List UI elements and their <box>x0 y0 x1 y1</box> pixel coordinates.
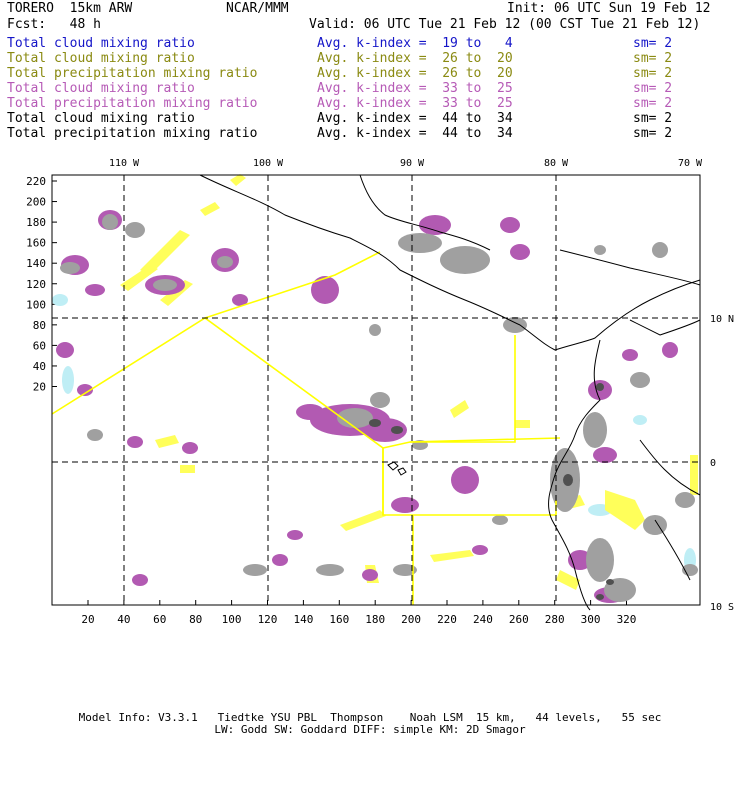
legend-kindex: Avg. k-index = 19 to 4 <box>317 36 513 51</box>
y-tick-label: 20 <box>33 381 46 394</box>
x-tick-label: 160 <box>329 613 349 626</box>
x-tick-label: 20 <box>81 613 94 626</box>
longitude-label: 100 W <box>253 158 284 169</box>
legend-kindex: Avg. k-index = 33 to 25 <box>317 81 513 96</box>
legend-label: Total cloud mixing ratio <box>7 81 195 96</box>
x-tick-label: 120 <box>258 613 278 626</box>
legend-label: Total precipitation mixing ratio <box>7 66 258 81</box>
x-tick-label: 260 <box>509 613 529 626</box>
x-tick-label: 240 <box>473 613 493 626</box>
y-tick-label: 180 <box>26 216 46 229</box>
map-frame <box>51 174 701 606</box>
legend-sm: sm= 2 <box>633 81 673 96</box>
forecast-hour: Fcst: 48 h <box>7 17 101 32</box>
x-tick-label: 220 <box>437 613 457 626</box>
y-tick-label: 140 <box>26 257 46 270</box>
forecast-map: 110 W 100 W 90 W 80 W 70 W 10 N 0 10 S 220 200 1… <box>26 158 734 626</box>
x-tick-label: 80 <box>189 613 202 626</box>
lat-lon-grid <box>52 175 700 605</box>
legend-label: Total precipitation mixing ratio <box>7 96 258 111</box>
y-tick-label: 60 <box>33 339 46 352</box>
legend-kindex: Avg. k-index = 26 to 20 <box>317 66 513 81</box>
x-tick-label: 100 <box>222 613 242 626</box>
legend-kindex: Avg. k-index = 26 to 20 <box>317 51 513 66</box>
institution-label: NCAR/MMM <box>226 1 289 16</box>
x-tick-label: 40 <box>117 613 130 626</box>
y-tick-label: 160 <box>26 237 46 250</box>
legend-kindex: Avg. k-index = 44 to 34 <box>317 126 513 141</box>
model-title: TORERO 15km ARW <box>7 1 133 16</box>
latitude-labels: 10 N 0 10 S <box>710 314 734 613</box>
valid-time: Valid: 06 UTC Tue 21 Feb 12 (00 CST Tue … <box>309 17 701 32</box>
y-axis-ticks: 220 200 180 160 140 120 100 80 60 40 20 <box>26 175 57 394</box>
x-tick-label: 300 <box>581 613 601 626</box>
x-axis-ticks: 20 40 60 80 100 120 140 160 180 200 220 240 260 280 30… <box>81 600 636 626</box>
longitude-label: 110 W <box>109 158 140 169</box>
init-time: Init: 06 UTC Sun 19 Feb 12 <box>507 1 711 16</box>
y-tick-label: 120 <box>26 278 46 291</box>
model-info: Model Info: V3.3.1 Tiedtke YSU PBL Thomp… <box>78 711 662 724</box>
x-tick-label: 140 <box>293 613 313 626</box>
cloud-field-dark <box>369 383 614 600</box>
y-tick-label: 200 <box>26 196 46 209</box>
x-tick-label: 200 <box>401 613 421 626</box>
cloud-field-gray <box>60 214 698 602</box>
x-tick-label: 320 <box>617 613 637 626</box>
latitude-label: 10 S <box>710 602 734 613</box>
coastline <box>199 174 701 611</box>
legend-sm: sm= 2 <box>633 51 673 66</box>
legend-kindex: Avg. k-index = 44 to 34 <box>317 111 513 126</box>
longitude-label: 80 W <box>544 158 569 169</box>
legend-sm: sm= 2 <box>633 66 673 81</box>
y-tick-label: 220 <box>26 175 46 188</box>
legend-label: Total precipitation mixing ratio <box>7 126 258 141</box>
longitude-labels: 110 W 100 W 90 W 80 W 70 W <box>109 158 703 169</box>
legend-label: Total cloud mixing ratio <box>7 111 195 126</box>
y-tick-label: 100 <box>26 298 46 311</box>
legend-sm: sm= 2 <box>633 36 673 51</box>
legend-label: Total cloud mixing ratio <box>7 36 195 51</box>
y-tick-label: 40 <box>33 360 46 373</box>
legend-kindex: Avg. k-index = 33 to 25 <box>317 96 513 111</box>
legend-sm: sm= 2 <box>633 126 673 141</box>
latitude-label: 10 N <box>710 314 734 325</box>
x-tick-label: 60 <box>153 613 166 626</box>
y-tick-label: 80 <box>33 319 46 332</box>
legend-sm: sm= 2 <box>633 96 673 111</box>
model-physics: LW: Godd SW: Goddard DIFF: simple KM: 2D… <box>214 723 526 736</box>
cloud-field-light-blue <box>52 294 696 572</box>
longitude-label: 70 W <box>678 158 703 169</box>
legend-label: Total cloud mixing ratio <box>7 51 195 66</box>
latitude-label: 0 <box>710 458 716 469</box>
region-boxes <box>51 251 561 605</box>
legend-sm: sm= 2 <box>633 111 673 126</box>
x-tick-label: 280 <box>545 613 565 626</box>
x-tick-label: 180 <box>365 613 385 626</box>
longitude-label: 90 W <box>400 158 425 169</box>
